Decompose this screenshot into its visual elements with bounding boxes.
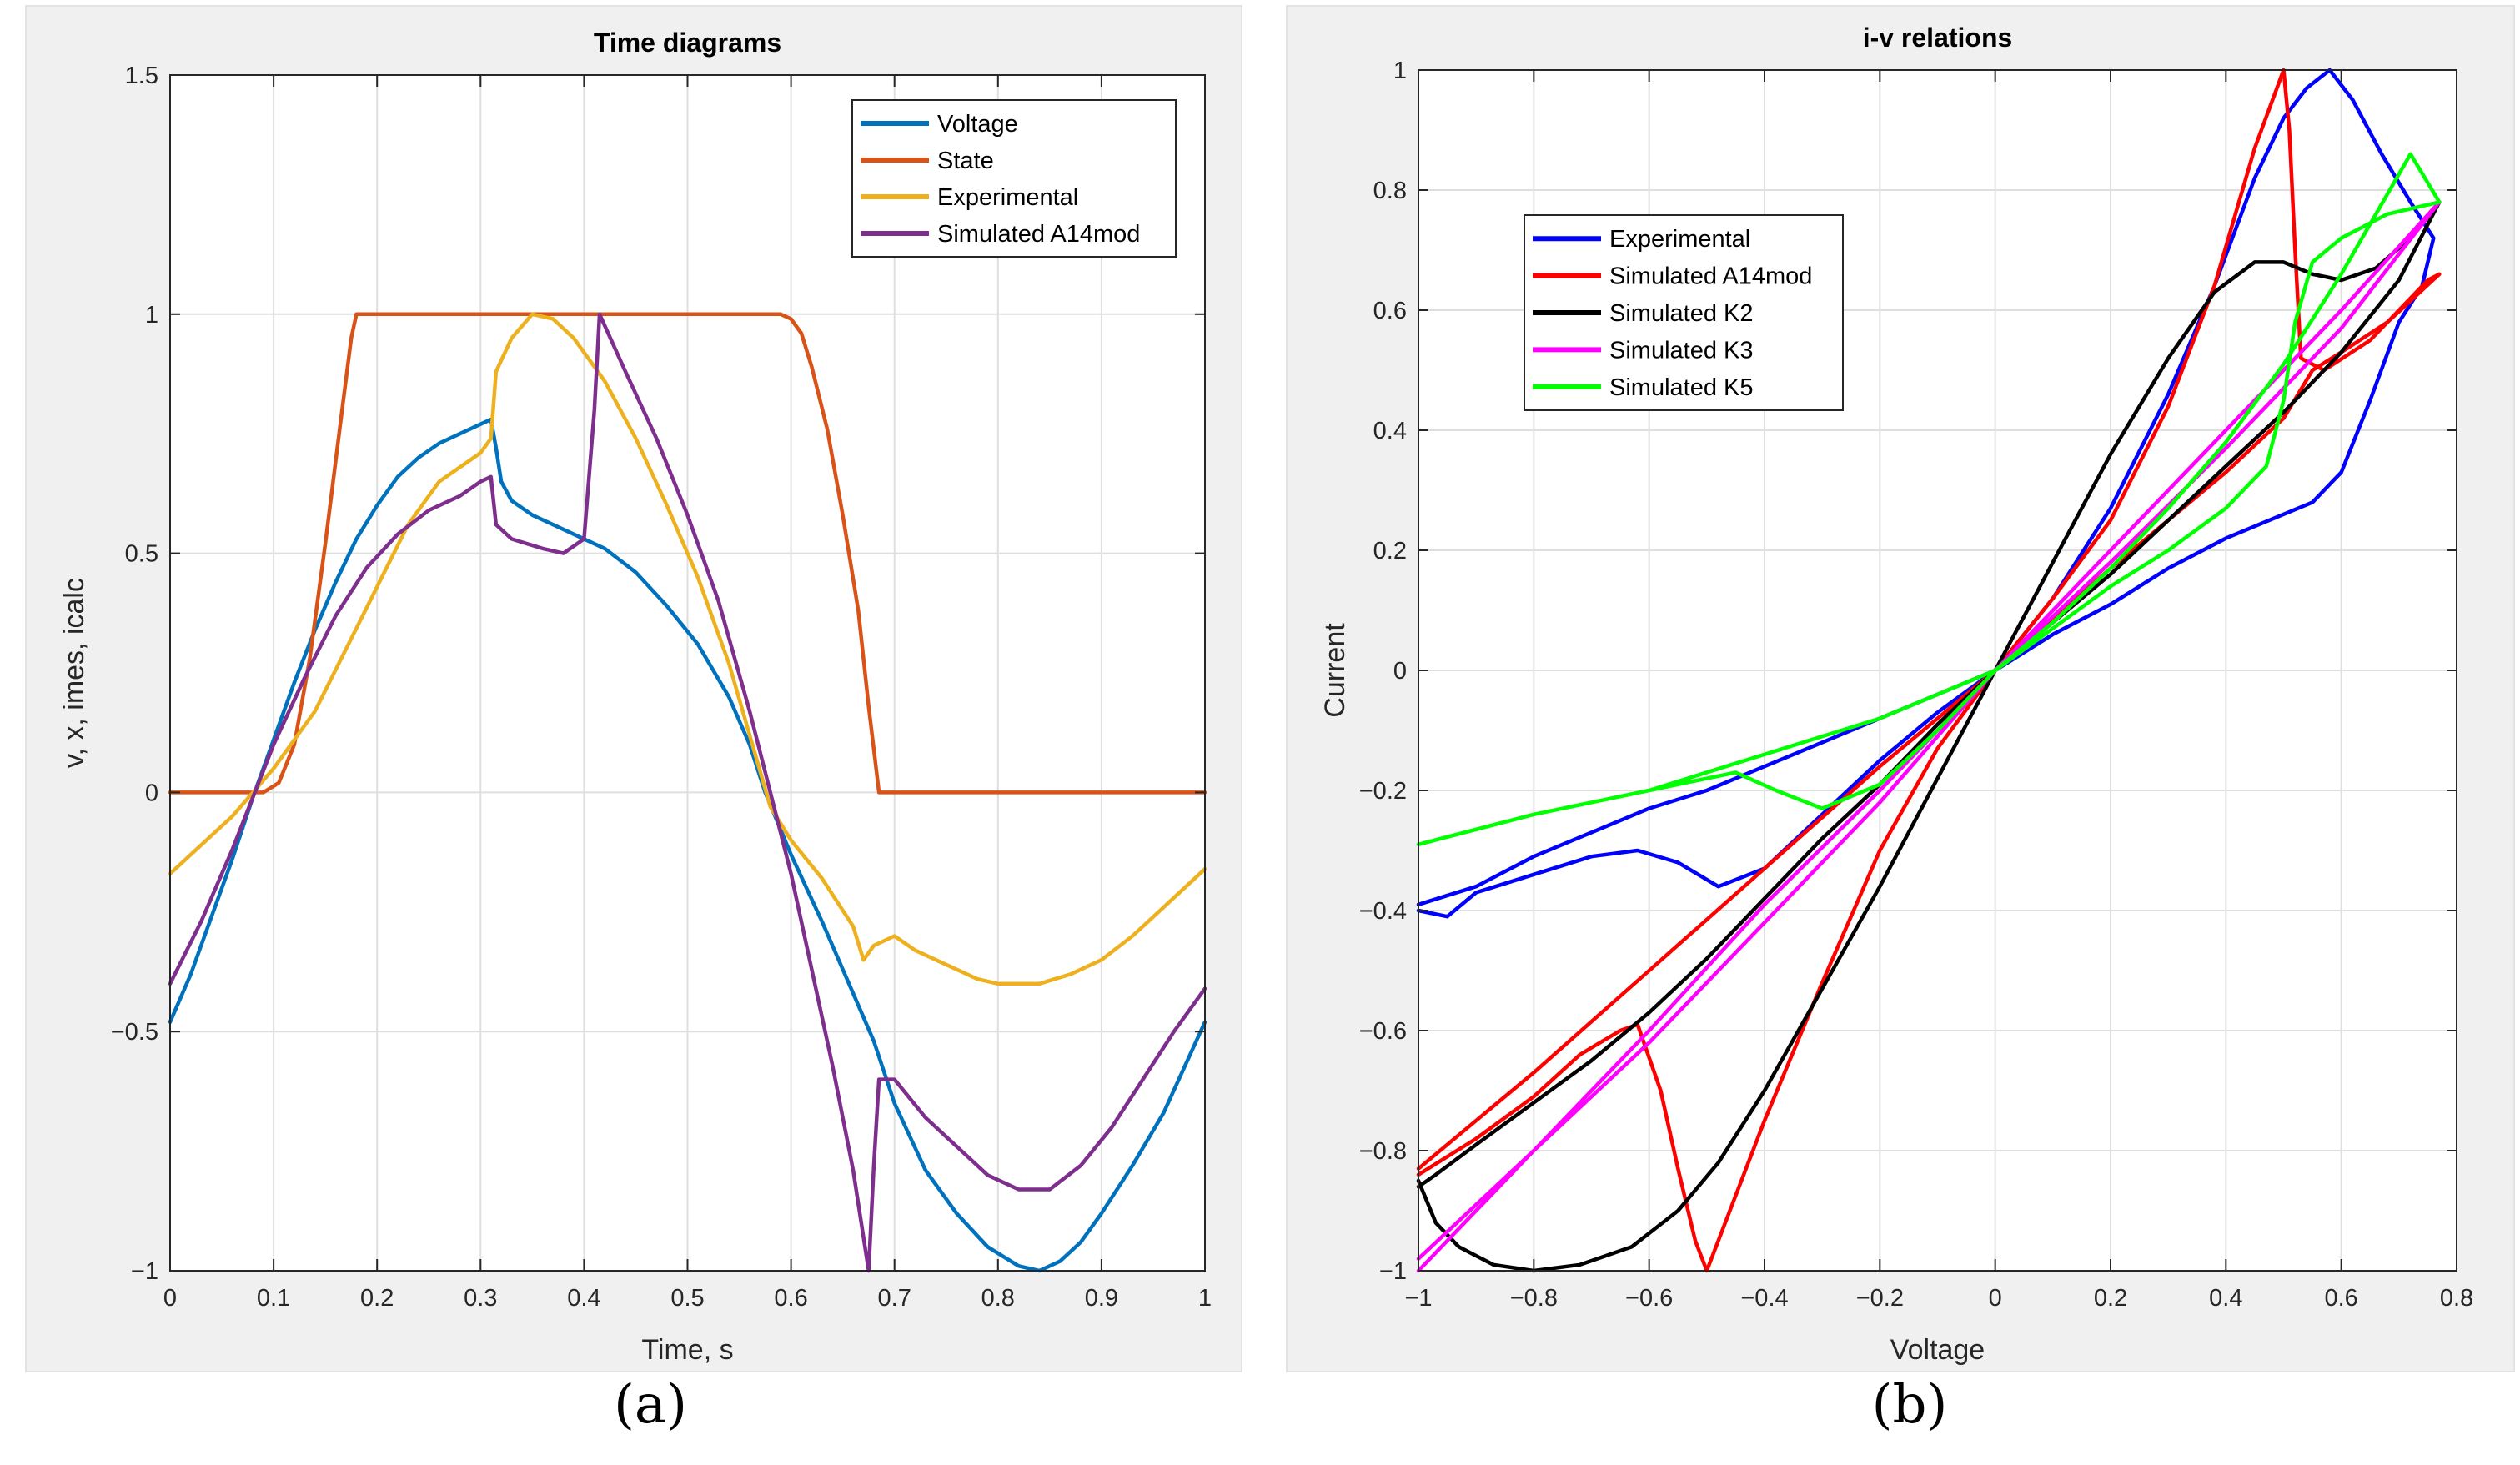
- legend-label: Experimental: [1609, 226, 1750, 253]
- x-tick-label: 0.6: [774, 1285, 807, 1312]
- y-tick-label: 0.2: [1373, 538, 1407, 564]
- legend-box: [851, 99, 1177, 258]
- x-tick-label: 0.1: [257, 1285, 290, 1312]
- series-line-3: [1416, 200, 2442, 1273]
- y-axis-label: Current: [1319, 623, 1351, 718]
- chart-1: 0 0.1 0.2 0.3 0.4 0.5 0.6 0.7 0.8 0.9 1 −1 −0.5 0 0.5 1…: [58, 28, 1212, 1366]
- series-line-3: [168, 312, 1207, 986]
- series-line-2: [168, 312, 1207, 795]
- x-tick-label: 0.4: [567, 1285, 600, 1312]
- y-tick-label: 0.8: [1373, 178, 1407, 204]
- series-line-4: [168, 312, 1207, 1273]
- x-tick-label: 0.9: [1085, 1285, 1118, 1312]
- x-tick-label: 0.7: [878, 1285, 911, 1312]
- x-tick-label: 0.8: [2440, 1285, 2473, 1312]
- y-tick-label: −0.2: [1359, 778, 1407, 805]
- x-tick-label: 0.2: [2094, 1285, 2127, 1312]
- y-tick-label: 1: [145, 302, 158, 329]
- y-tick-label: −1: [131, 1258, 158, 1285]
- y-tick-label: 0.5: [125, 541, 158, 568]
- series-line-1: [1416, 68, 2436, 919]
- x-tick-label: 0.5: [670, 1285, 704, 1312]
- series-line-5: [1416, 152, 2442, 847]
- series-group: [168, 312, 1207, 1273]
- y-tick-label: 1.5: [125, 63, 158, 89]
- caption-a: (a): [613, 1374, 688, 1436]
- legend-label: Simulated K5: [1609, 374, 1754, 401]
- x-tick-label: −0.2: [1856, 1285, 1904, 1312]
- y-tick-label: −0.4: [1359, 898, 1407, 925]
- y-tick-label: 0.6: [1373, 298, 1407, 324]
- chart-title: Time diagrams: [594, 28, 781, 58]
- y-tick-label: 0: [1393, 658, 1407, 685]
- y-axis-label: v, x, imes, icalc: [58, 578, 90, 768]
- y-tick-label: −1: [1379, 1258, 1407, 1285]
- x-tick-label: 0.2: [360, 1285, 394, 1312]
- legend: Experimental Simulated A14mod Simulated K2…: [1524, 214, 1844, 411]
- legend-label: State: [937, 148, 994, 174]
- x-tick-label: 0.6: [2325, 1285, 2358, 1312]
- chart-title: i-v relations: [1863, 23, 2013, 53]
- x-tick-label: 0.4: [2209, 1285, 2242, 1312]
- caption-b: (b): [1871, 1374, 1948, 1436]
- x-tick-label: 1: [1198, 1285, 1212, 1312]
- y-tick-label: −0.6: [1359, 1018, 1407, 1045]
- legend-label: Experimental: [937, 184, 1078, 211]
- x-tick-label: −1: [1404, 1285, 1432, 1312]
- series-group: [1416, 68, 2442, 1273]
- x-tick-label: −0.6: [1625, 1285, 1673, 1312]
- legend-label: Simulated K3: [1609, 337, 1754, 364]
- y-tick-label: −0.5: [111, 1019, 158, 1046]
- chart-2: −1 −0.8 −0.6 −0.4 −0.2 0 0.2 0.4 0.6 0.8 −1 −0.8 −0.…: [1319, 23, 2473, 1366]
- y-tick-label: 1: [1393, 58, 1407, 84]
- legend-label: Simulated A14mod: [937, 221, 1140, 248]
- legend-label: Simulated K2: [1609, 300, 1754, 327]
- x-tick-label: 0.3: [464, 1285, 497, 1312]
- series-line-1: [168, 417, 1207, 1273]
- x-tick-label: −0.4: [1740, 1285, 1788, 1312]
- y-tick-label: −0.8: [1359, 1138, 1407, 1165]
- x-tick-label: 0.8: [981, 1285, 1015, 1312]
- legend-label: Simulated A14mod: [1609, 263, 1812, 290]
- legend-label: Voltage: [937, 111, 1018, 138]
- x-tick-label: 0: [1989, 1285, 2002, 1312]
- y-tick-label: 0: [145, 780, 158, 806]
- legend: Voltage State Experimental Simulated A14mod: [851, 99, 1177, 258]
- x-axis-label: Voltage: [1890, 1334, 1985, 1366]
- y-tick-label: 0.4: [1373, 418, 1407, 444]
- x-tick-label: −0.8: [1510, 1285, 1558, 1312]
- x-axis-label: Time, s: [641, 1334, 733, 1366]
- x-tick-label: 0: [163, 1285, 177, 1312]
